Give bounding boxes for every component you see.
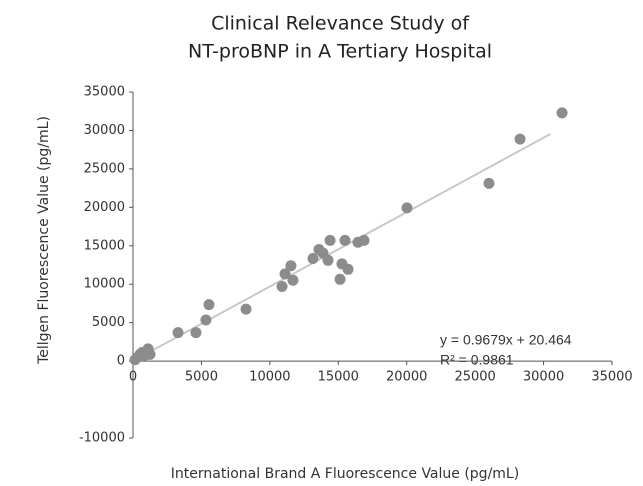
point [190,327,202,339]
x-tick-label: 10000 [249,370,290,385]
point [334,273,346,285]
point [322,254,334,266]
x-tick-label: 30000 [523,370,564,385]
point [307,252,319,264]
point [279,268,291,280]
x-tick-label: 15000 [318,370,359,385]
y-tick-label: 0 [117,354,125,369]
chart-title: NT-proBNP in A Tertiary Hospital [188,41,492,63]
trendline [132,133,551,362]
point [144,348,156,360]
point [401,202,413,214]
point [240,303,252,315]
point [172,327,184,339]
x-tick-label: 35000 [591,370,632,385]
y-tick-label: 35000 [84,85,125,100]
equation: y = 0.9679x + 20.464 [440,332,572,348]
point [358,234,370,246]
point [339,234,351,246]
x-tick-label: 0 [129,370,137,385]
y-tick-label: 30000 [84,123,125,138]
point [324,234,336,246]
y-tick-label: 20000 [84,200,125,215]
point [285,260,297,272]
y-axis-title: Tellgen Fluorescence Value (pg/mL) [36,116,52,365]
point [203,299,215,311]
r-squared: R² = 0.9861 [440,352,514,368]
point [200,314,212,326]
point [514,133,526,145]
y-tick-label: 15000 [84,238,125,253]
x-axis-title: International Brand A Fluorescence Value… [171,466,519,482]
y-tick-label: 10000 [84,277,125,292]
point [287,274,299,286]
point [342,263,354,275]
x-tick-label: 20000 [386,370,427,385]
x-tick-label: 25000 [454,370,495,385]
point [483,177,495,189]
y-tick-label: -10000 [79,431,125,446]
chart-title: Clinical Relevance Study of [211,13,470,35]
x-tick-label: 5000 [185,370,218,385]
y-tick-label: 25000 [84,161,125,176]
point [556,107,568,119]
y-tick-label: 5000 [92,315,125,330]
point [276,281,288,293]
